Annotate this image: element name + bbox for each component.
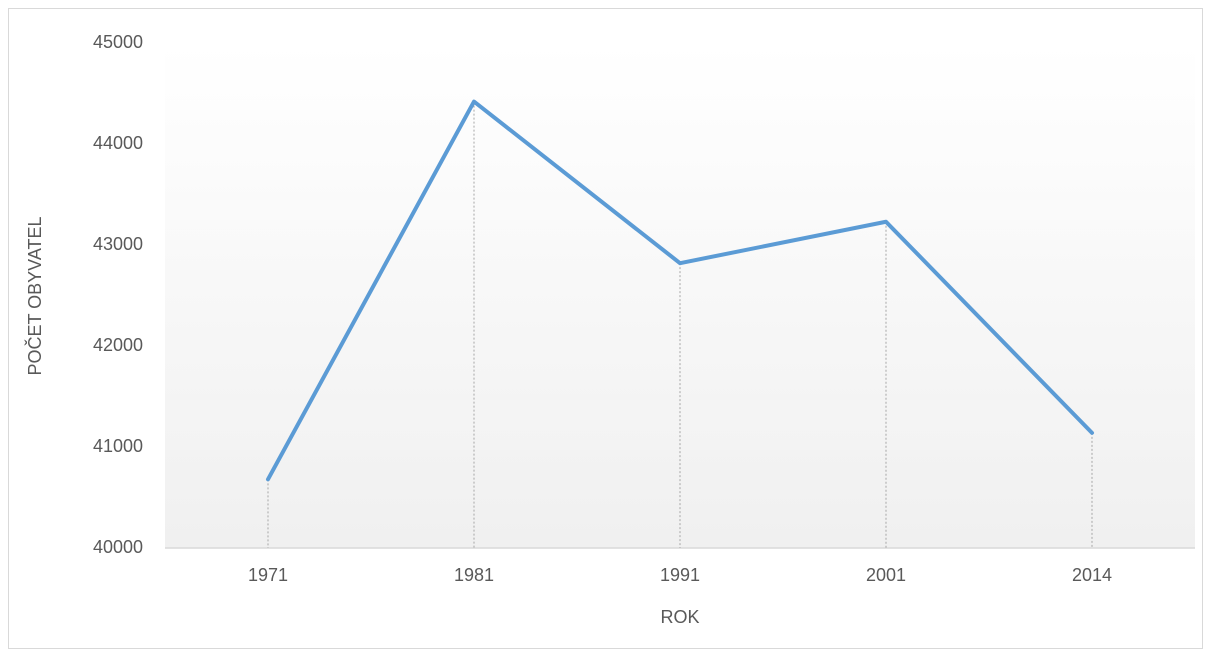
x-axis-label: ROK: [660, 607, 699, 627]
y-axis-label: POČET OBYVATEL: [24, 216, 45, 375]
y-tick-label: 41000: [93, 436, 143, 456]
series-line: [266, 99, 1094, 482]
y-tick-label: 45000: [93, 32, 143, 52]
y-tick-label: 44000: [93, 133, 143, 153]
y-tick-label: 43000: [93, 234, 143, 254]
y-tick-label: 40000: [93, 537, 143, 557]
y-tick-label: 42000: [93, 335, 143, 355]
x-tick-label: 1971: [248, 565, 288, 585]
x-tick-label: 1991: [660, 565, 700, 585]
x-tick-label: 1981: [454, 565, 494, 585]
x-tick-label: 2014: [1072, 565, 1112, 585]
x-tick-label: 2001: [866, 565, 906, 585]
